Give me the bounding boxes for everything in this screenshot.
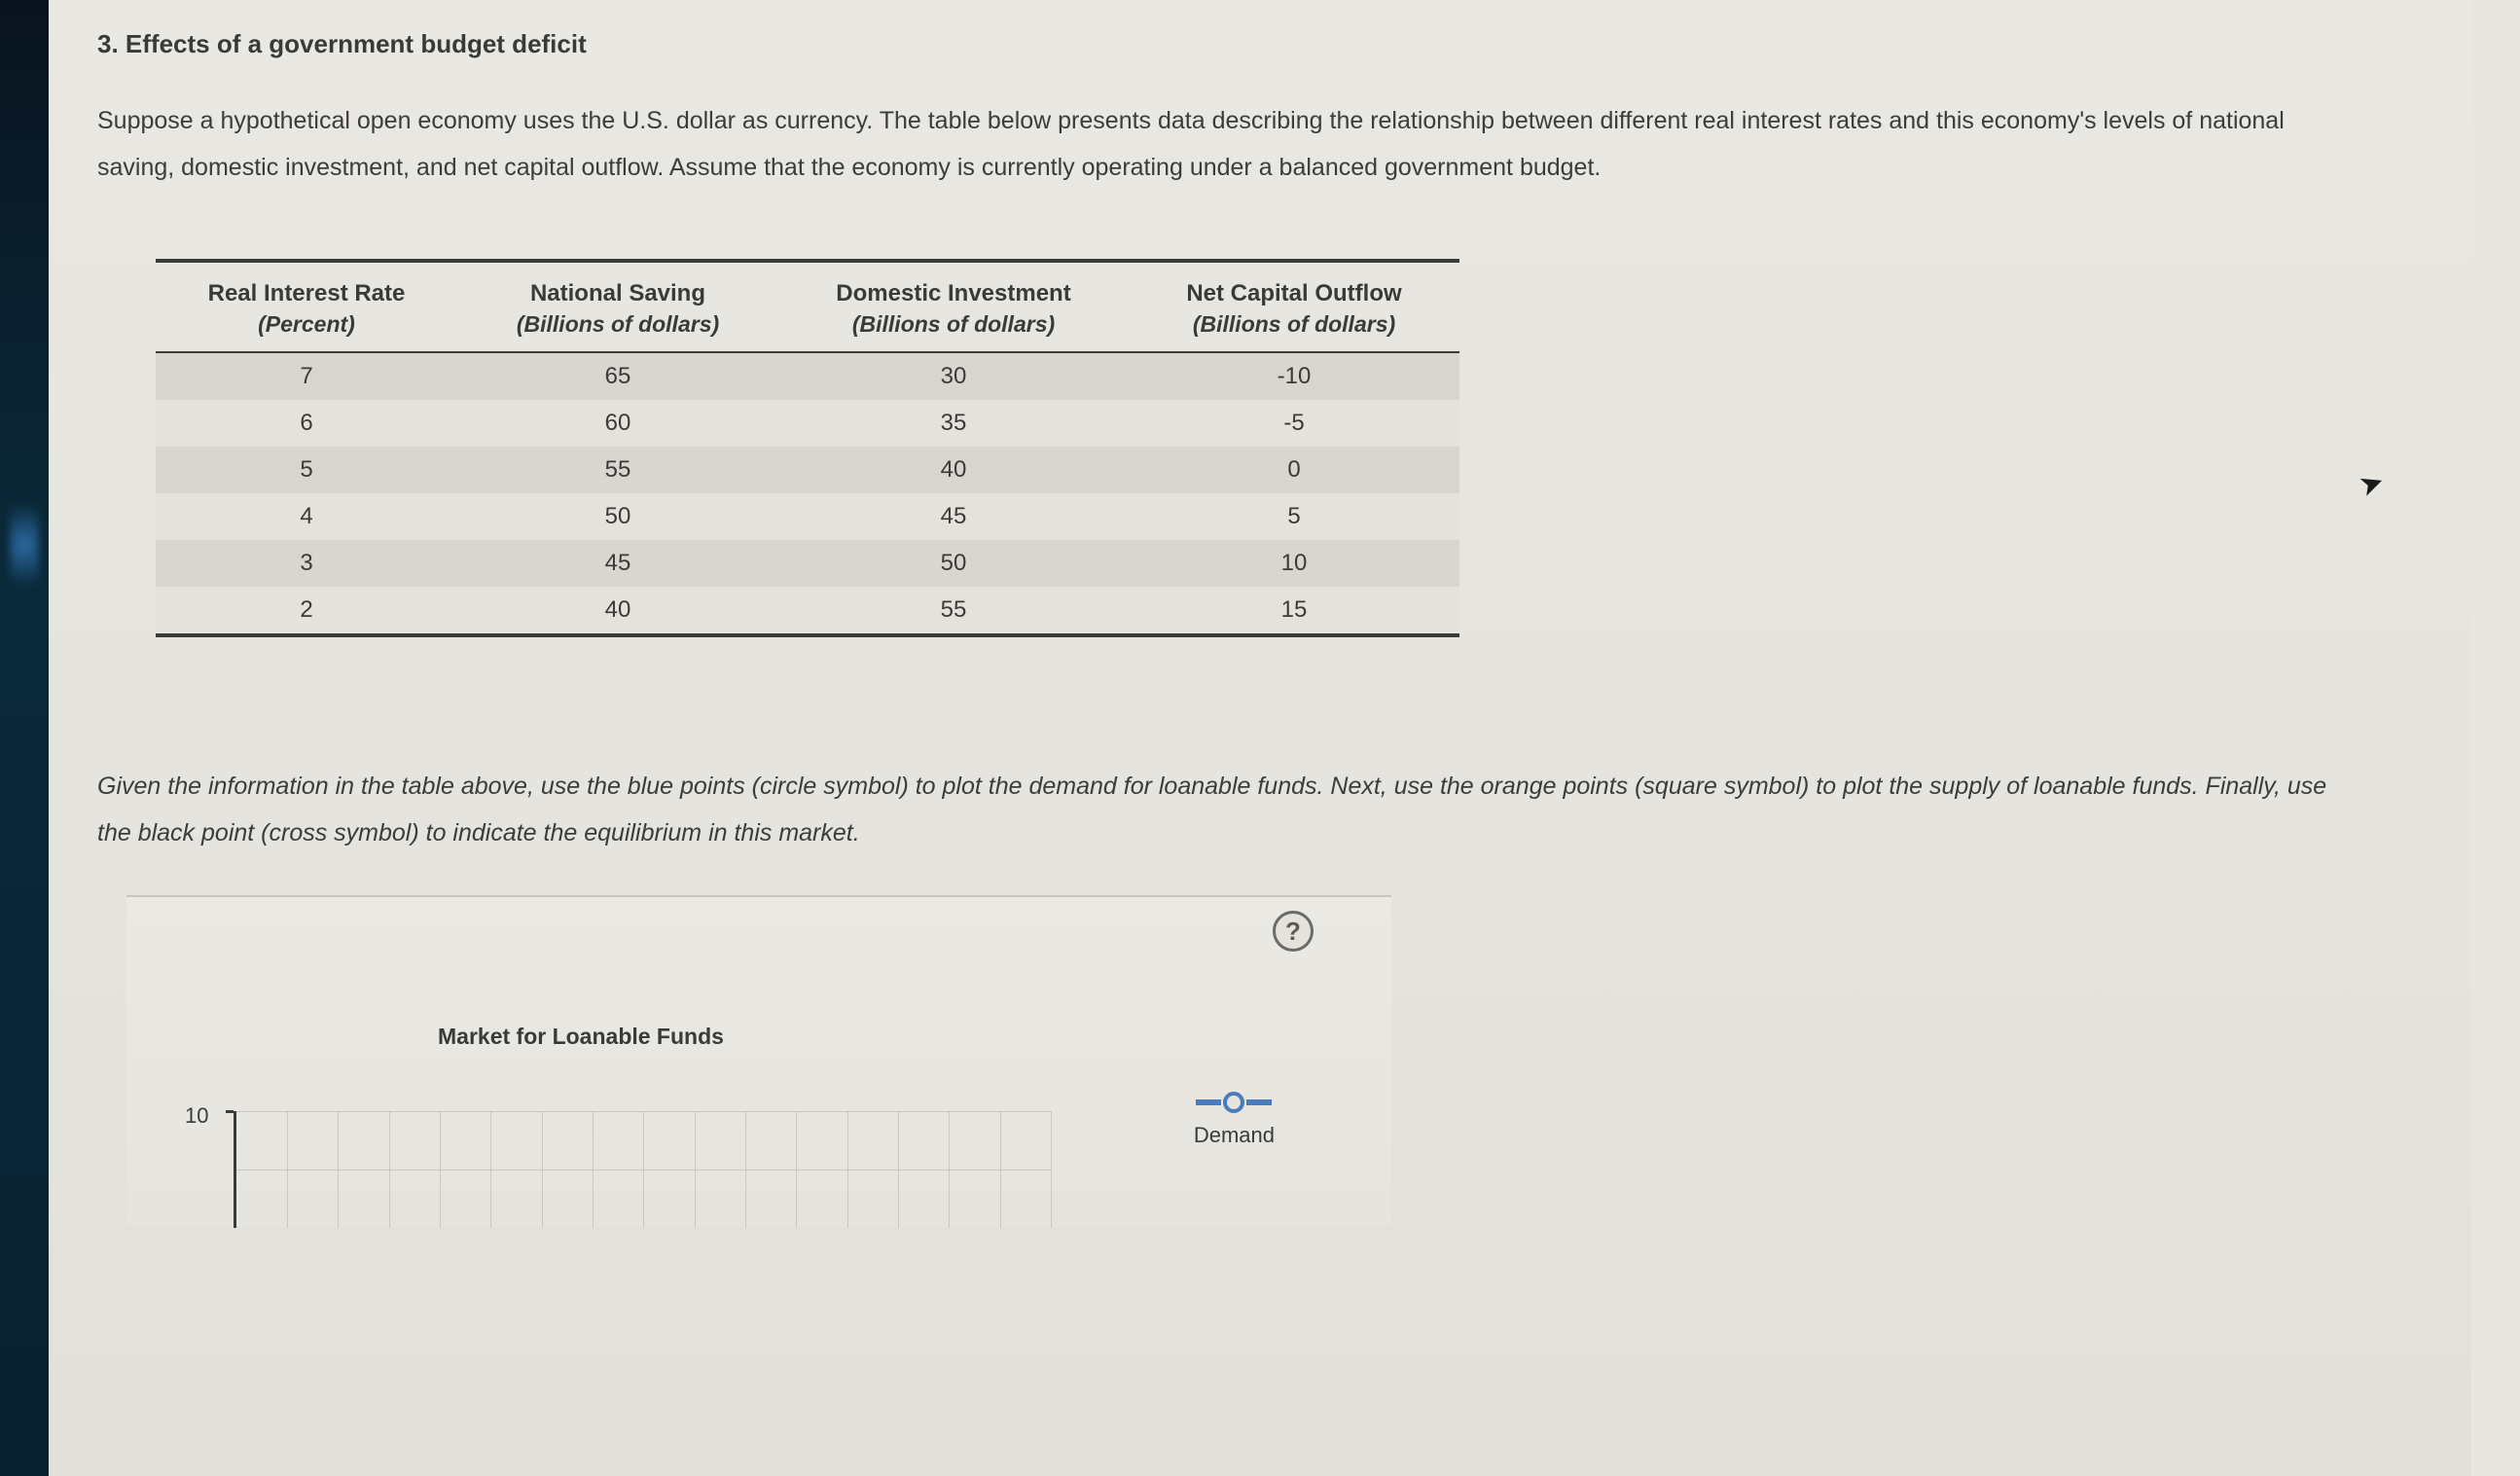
- col-header-saving: National Saving: [457, 263, 778, 311]
- gridline-v: [643, 1111, 644, 1228]
- cell: 0: [1129, 447, 1459, 493]
- gridline-v: [287, 1111, 288, 1228]
- gridline-v: [847, 1111, 848, 1228]
- gridline-v: [440, 1111, 441, 1228]
- col-sub-saving: (Billions of dollars): [457, 311, 778, 352]
- y-axis-tick: [226, 1110, 234, 1113]
- cell: 40: [778, 447, 1129, 493]
- question-page: 3. Effects of a government budget defici…: [49, 0, 2471, 1476]
- cell: 45: [778, 493, 1129, 540]
- cell: -10: [1129, 352, 1459, 400]
- table-header-row: Real Interest Rate National Saving Domes…: [156, 263, 1459, 311]
- gridline-v: [695, 1111, 696, 1228]
- table-row: 4 50 45 5: [156, 493, 1459, 540]
- cell: 50: [778, 540, 1129, 587]
- col-sub-outflow: (Billions of dollars): [1129, 311, 1459, 352]
- cell: 10: [1129, 540, 1459, 587]
- cell: 50: [457, 493, 778, 540]
- gridline-v: [745, 1111, 746, 1228]
- cell: 55: [778, 587, 1129, 633]
- legend-demand-symbol: [1196, 1092, 1272, 1113]
- gridline-v: [338, 1111, 339, 1228]
- y-tick-label-10: 10: [185, 1103, 208, 1129]
- table-row: 2 40 55 15: [156, 587, 1459, 633]
- cell: 30: [778, 352, 1129, 400]
- mouse-cursor-icon: ➤: [2355, 464, 2390, 504]
- circle-marker-icon: [1223, 1092, 1244, 1113]
- question-title: 3. Effects of a government budget defici…: [97, 29, 2423, 59]
- gridline-v: [898, 1111, 899, 1228]
- table-row: 6 60 35 -5: [156, 400, 1459, 447]
- col-sub-rate: (Percent): [156, 311, 457, 352]
- cell: 6: [156, 400, 457, 447]
- question-heading: Effects of a government budget deficit: [126, 29, 587, 58]
- table-subheader-row: (Percent) (Billions of dollars) (Billion…: [156, 311, 1459, 352]
- graph-panel: ? Market for Loanable Funds 10: [126, 895, 1391, 1226]
- table-row: 7 65 30 -10: [156, 352, 1459, 400]
- question-number: 3.: [97, 29, 119, 58]
- col-header-rate: Real Interest Rate: [156, 263, 457, 311]
- cell: 45: [457, 540, 778, 587]
- gridline-v: [389, 1111, 390, 1228]
- cell: 5: [156, 447, 457, 493]
- cell: 4: [156, 493, 457, 540]
- cell: 2: [156, 587, 457, 633]
- cell: 55: [457, 447, 778, 493]
- chart-title: Market for Loanable Funds: [438, 1024, 724, 1050]
- gridline-v: [796, 1111, 797, 1228]
- help-icon[interactable]: ?: [1273, 911, 1314, 952]
- line-segment-icon: [1246, 1099, 1272, 1105]
- cell: 7: [156, 352, 457, 400]
- cell: 15: [1129, 587, 1459, 633]
- cell: -5: [1129, 400, 1459, 447]
- cell: 60: [457, 400, 778, 447]
- line-segment-icon: [1196, 1099, 1221, 1105]
- economy-data-table: Real Interest Rate National Saving Domes…: [156, 259, 1459, 637]
- legend-demand[interactable]: Demand: [1194, 1092, 1275, 1148]
- gridline-v: [490, 1111, 491, 1228]
- col-header-investment: Domestic Investment: [778, 263, 1129, 311]
- cell: 5: [1129, 493, 1459, 540]
- table-row: 3 45 50 10: [156, 540, 1459, 587]
- legend-demand-label: Demand: [1194, 1123, 1275, 1148]
- col-header-outflow: Net Capital Outflow: [1129, 263, 1459, 311]
- gridline-v: [1000, 1111, 1001, 1228]
- window-edge-strip: [0, 0, 49, 1476]
- cell: 65: [457, 352, 778, 400]
- table-row: 5 55 40 0: [156, 447, 1459, 493]
- gridline-v: [1051, 1111, 1052, 1228]
- cell: 40: [457, 587, 778, 633]
- cell: 35: [778, 400, 1129, 447]
- gridline-v: [949, 1111, 950, 1228]
- chart-plot-area[interactable]: 10: [234, 1111, 1051, 1228]
- cell: 3: [156, 540, 457, 587]
- gridline-v: [542, 1111, 543, 1228]
- col-sub-investment: (Billions of dollars): [778, 311, 1129, 352]
- chart-grid: [236, 1111, 1051, 1228]
- question-intro-text: Suppose a hypothetical open economy uses…: [97, 98, 2335, 191]
- gridline-v: [593, 1111, 594, 1228]
- plot-instructions: Given the information in the table above…: [97, 764, 2335, 856]
